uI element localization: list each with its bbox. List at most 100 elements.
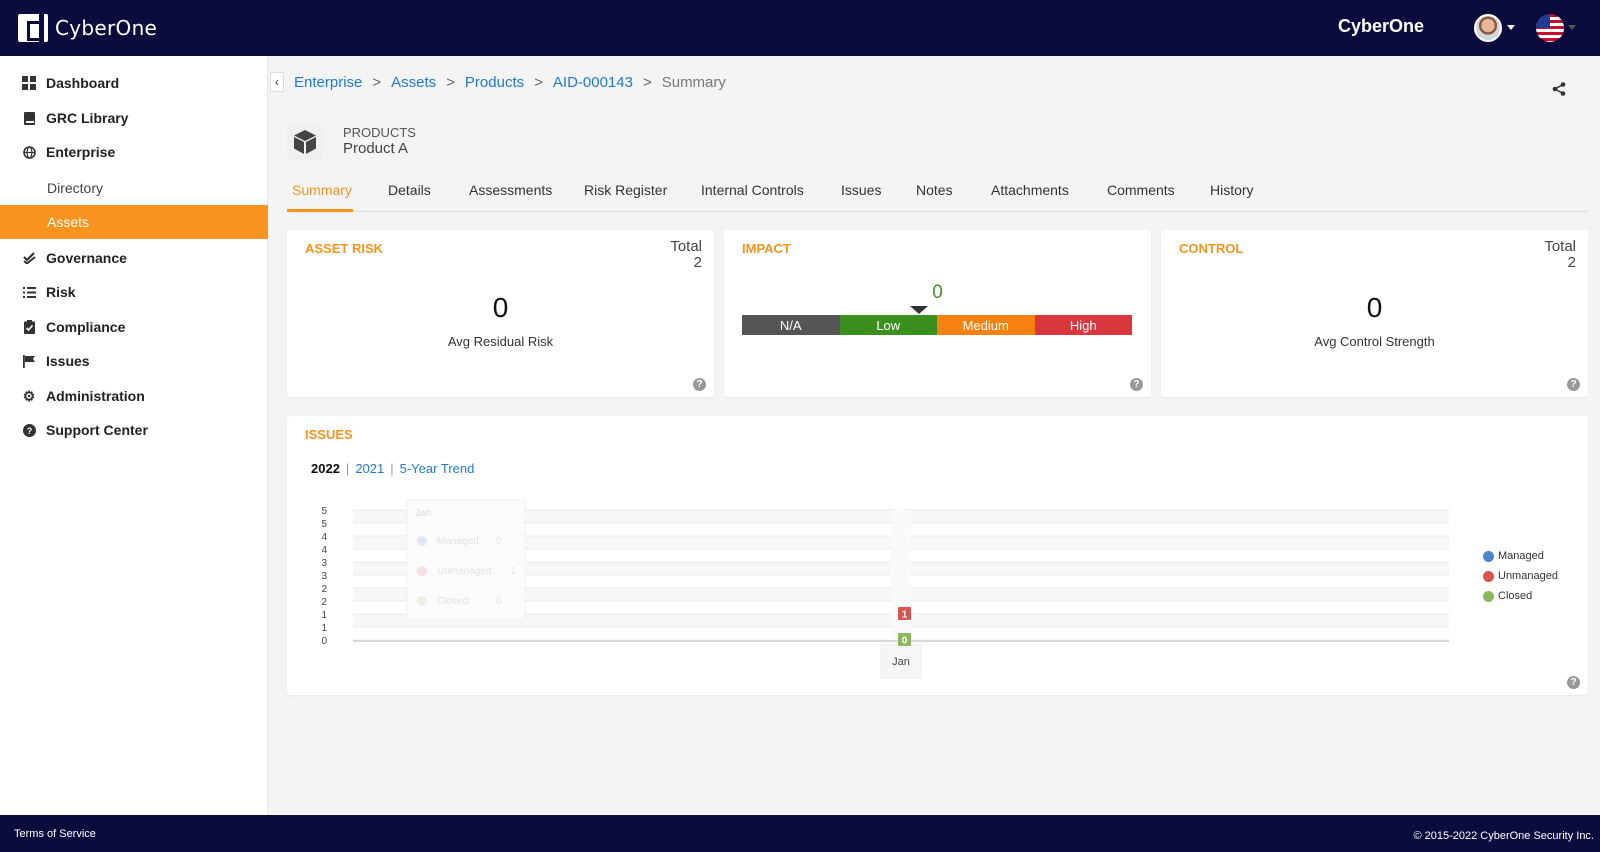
- y-tick-label: 3: [321, 571, 327, 582]
- legend-label: Closed: [1498, 590, 1533, 602]
- product-type: PRODUCTS: [343, 125, 416, 140]
- control-title: CONTROL: [1179, 241, 1244, 256]
- tooltip-title: Jan: [415, 508, 431, 519]
- sidebar-item-directory[interactable]: Directory: [47, 180, 104, 196]
- cyberone-logo-icon: [18, 14, 48, 42]
- product-name: Product A: [343, 140, 409, 157]
- sidebar-item-assets[interactable]: Assets: [0, 205, 268, 239]
- tab-summary[interactable]: Summary: [292, 182, 352, 198]
- breadcrumb-assets[interactable]: Assets: [391, 74, 437, 91]
- footer: Terms of Service © 2015-2022 CyberOne Se…: [0, 815, 1600, 852]
- chart-legend: Managed Unmanaged Closed: [1483, 546, 1558, 606]
- breadcrumb-separator: >: [372, 74, 382, 91]
- asset-risk-card: ASSET RISK Total 2 0 Avg Residual Risk ?: [287, 230, 714, 397]
- sidebar-item-risk[interactable]: Risk: [0, 275, 268, 309]
- clipboard-check-icon: [22, 320, 36, 334]
- control-card: CONTROL Total 2 0 Avg Control Strength ?: [1161, 230, 1588, 397]
- gear-icon: ⚙: [22, 387, 36, 404]
- tooltip-label: Managed:: [437, 536, 481, 547]
- breadcrumb: Enterprise > Assets > Products > AID-000…: [294, 74, 726, 91]
- sidebar-item-enterprise[interactable]: Enterprise: [0, 135, 268, 169]
- sidebar-item-support-center[interactable]: ? Support Center: [0, 413, 268, 447]
- impact-level-na: N/A: [742, 315, 840, 335]
- tab-issues[interactable]: Issues: [841, 182, 882, 198]
- total-label: Total: [670, 238, 702, 255]
- us-flag-icon[interactable]: [1536, 14, 1564, 42]
- terms-of-service-link[interactable]: Terms of Service: [14, 828, 96, 840]
- legend-dot: [1483, 550, 1494, 562]
- tab-internal-controls[interactable]: Internal Controls: [701, 182, 804, 198]
- product-cube-icon: [287, 124, 323, 160]
- impact-level-high: High: [1034, 315, 1132, 335]
- tab-comments[interactable]: Comments: [1107, 182, 1175, 198]
- x-tick-label: Jan: [892, 656, 910, 668]
- y-tick-label: 4: [321, 545, 327, 556]
- period-2022[interactable]: 2022: [311, 461, 340, 476]
- sidebar-item-governance[interactable]: Governance: [0, 241, 268, 275]
- sidebar-item-grc-library[interactable]: GRC Library: [0, 101, 268, 135]
- user-avatar-icon[interactable]: [1474, 14, 1502, 42]
- legend-item-unmanaged[interactable]: Unmanaged: [1483, 566, 1558, 586]
- breadcrumb-separator: >: [534, 74, 543, 91]
- legend-item-managed[interactable]: Managed: [1483, 546, 1558, 566]
- svg-text:?: ?: [26, 426, 32, 436]
- tooltip-label: Unmanaged:: [437, 566, 494, 577]
- impact-scale: N/A Low Medium High: [742, 315, 1132, 335]
- copyright-text: © 2015-2022 CyberOne Security Inc.: [1413, 830, 1594, 842]
- breadcrumb-products[interactable]: Products: [464, 74, 525, 91]
- y-tick-label: 1: [321, 623, 327, 634]
- collapse-sidebar-chevron-left-icon[interactable]: ‹: [270, 72, 284, 92]
- total-value: 2: [1567, 254, 1576, 271]
- user-name[interactable]: CyberOne: [1337, 16, 1424, 36]
- period-2021[interactable]: 2021: [355, 461, 385, 476]
- tab-risk-register[interactable]: Risk Register: [584, 182, 668, 198]
- legend-item-closed[interactable]: Closed: [1483, 586, 1558, 606]
- help-question-icon[interactable]: ?: [1567, 676, 1580, 689]
- avg-residual-risk-label: Avg Residual Risk: [447, 334, 554, 349]
- tooltip-dot: [417, 566, 427, 576]
- legend-label: Managed: [1498, 550, 1544, 562]
- share-icon[interactable]: [1552, 82, 1566, 96]
- impact-value: 0: [932, 282, 943, 303]
- issues-card: ISSUES 2022 | 2021 | 5-Year Trend 5 5 4 4 3 3…: [287, 416, 1588, 695]
- sidebar-item-issues[interactable]: Issues: [0, 344, 268, 378]
- sidebar-item-compliance[interactable]: Compliance: [0, 310, 268, 344]
- y-tick-label: 5: [321, 519, 327, 530]
- y-tick-label: 5: [321, 506, 327, 517]
- sidebar: Dashboard GRC Library Enterprise Directo…: [0, 56, 268, 816]
- asset-risk-total: Total 2: [670, 239, 702, 271]
- help-question-icon[interactable]: ?: [1130, 378, 1143, 391]
- y-tick-label: 2: [321, 584, 327, 595]
- tab-attachments[interactable]: Attachments: [991, 182, 1069, 198]
- tooltip-value: 0: [496, 536, 502, 547]
- sidebar-item-administration[interactable]: ⚙ Administration: [0, 379, 268, 413]
- help-question-icon[interactable]: ?: [693, 378, 706, 391]
- question-circle-icon: ?: [22, 423, 36, 437]
- active-tab-indicator: [287, 209, 353, 212]
- breadcrumb-asset-id[interactable]: AID-000143: [552, 74, 633, 91]
- y-tick-label: 2: [321, 597, 327, 608]
- language-chevron-down-icon[interactable]: [1568, 25, 1576, 30]
- y-tick-label: 1: [321, 610, 327, 621]
- user-menu-chevron-down-icon[interactable]: [1507, 25, 1515, 30]
- tab-notes[interactable]: Notes: [916, 182, 953, 198]
- x-tick-label-box: [880, 644, 922, 679]
- globe-icon: [22, 145, 36, 159]
- brand-logo[interactable]: CyberOne: [18, 14, 157, 42]
- help-question-icon[interactable]: ?: [1567, 378, 1580, 391]
- tooltip-dot: [417, 536, 427, 546]
- breadcrumb-enterprise[interactable]: Enterprise: [294, 74, 363, 91]
- sidebar-item-dashboard[interactable]: Dashboard: [0, 66, 268, 100]
- period-5-year-trend[interactable]: 5-Year Trend: [399, 461, 475, 476]
- tab-history[interactable]: History: [1210, 182, 1254, 198]
- sidebar-item-label: Governance: [46, 250, 127, 266]
- impact-level-low: Low: [839, 315, 937, 335]
- y-tick-label: 3: [321, 558, 327, 569]
- data-label: 0: [902, 636, 908, 647]
- flag-icon: [22, 354, 36, 368]
- sidebar-item-label: Enterprise: [46, 144, 116, 160]
- top-bar: CyberOne CyberOne: [0, 0, 1600, 56]
- tab-details[interactable]: Details: [388, 182, 431, 198]
- sidebar-item-label: Dashboard: [46, 75, 120, 91]
- tab-assessments[interactable]: Assessments: [469, 182, 553, 198]
